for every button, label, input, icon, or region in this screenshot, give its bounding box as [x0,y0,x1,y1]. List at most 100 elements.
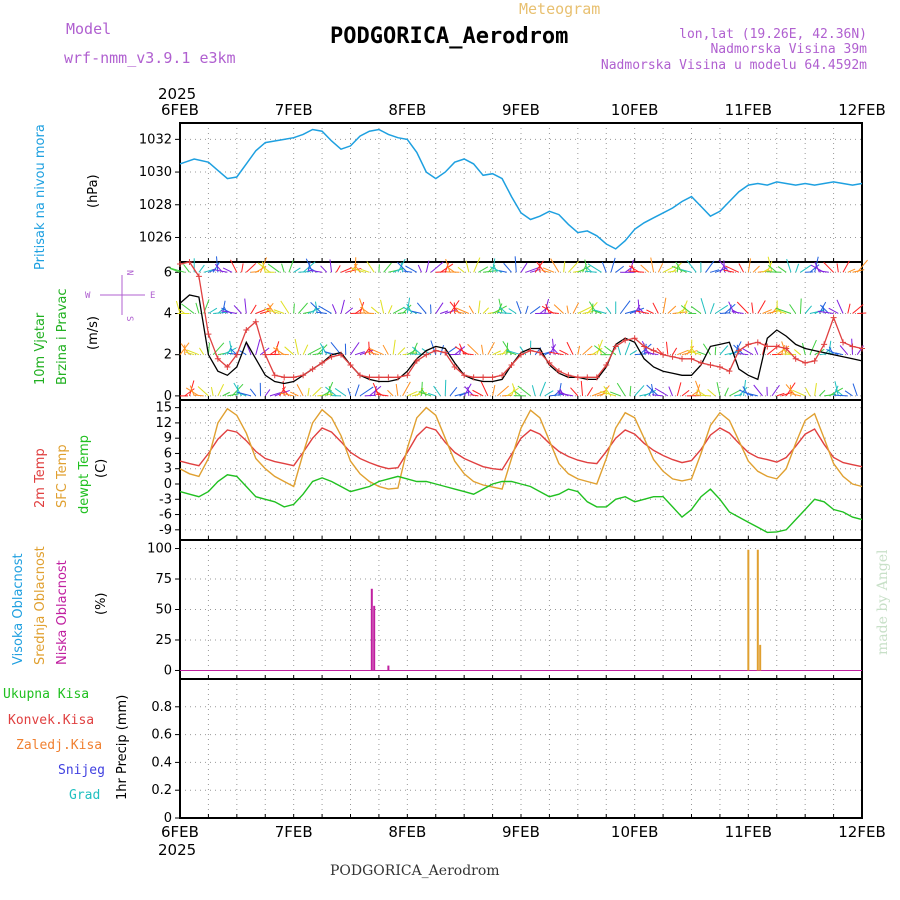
wind-arrow [354,384,360,397]
wind-arrow [501,348,508,356]
gust-marker [347,361,354,368]
wind-arrow [210,386,214,396]
wind-arrow [444,346,457,356]
wind-arrow [425,260,430,273]
wind-arrow [572,302,579,314]
wind-arrow [406,297,411,314]
wind-arrow [329,259,333,273]
wind-arrow [680,305,692,314]
wind-arrow [668,386,674,397]
top-date-label: 7FEB [275,101,313,119]
wind-arrow [170,267,185,273]
wind-arrow [809,339,817,355]
wind-arrow [478,266,489,273]
wind-arrow [406,303,413,314]
wind-arrow [184,388,195,397]
wind-arrow [487,342,495,355]
bottom-date-label: 7FEB [275,823,313,841]
wind-arrow [710,269,720,273]
pressure-label: Pritisak na nivou mora [33,124,48,270]
wind-arrow [676,382,682,397]
wind-arrow [687,350,702,356]
gust-marker [716,364,723,371]
wind-arrow [844,390,853,397]
meteogram-label: Meteogram [519,0,600,18]
wind-arrow [835,352,844,356]
wind-arrow [587,263,602,273]
wind-arrow [440,345,445,355]
wind-arrow [776,306,782,314]
wind-arrow [833,394,848,397]
wind-arrow [430,261,444,273]
gust-marker [754,339,761,346]
wind-arrow [625,309,636,314]
gust-marker [565,372,572,379]
wind-arrow [790,393,801,397]
gust-marker [783,345,790,352]
wind-arrow [241,263,244,273]
wind-arrow [212,268,228,273]
compass-east: E [150,291,155,301]
wind-gust-marker [179,261,863,378]
wind-arrow [520,262,528,273]
wind-arrow [459,343,465,355]
wind-arrow [464,386,474,397]
wind-arrow [317,393,334,397]
wind-arrow [582,345,593,356]
wind-arrow [695,380,702,397]
wind-arrow [293,267,301,273]
wind-arrow [550,258,560,273]
wind-arrow [644,351,659,356]
wind-arrow [222,391,230,397]
wind-arrow [397,262,408,273]
wind-arrow [273,309,285,314]
wind-arrow [584,270,597,273]
wind-arrow [836,263,839,273]
wind-arrow [681,350,698,356]
wind-arrow [695,384,701,397]
wind-arrow [786,258,792,273]
wind-arrow [757,300,766,314]
top-date-label: 6FEB [161,101,199,119]
wind-arrow-row [175,297,867,314]
gust-marker [508,361,515,368]
wind-arrow [548,351,564,356]
wind-arrow [320,265,328,273]
wind-arrow [178,308,186,314]
wind-arrow [382,344,389,355]
wind-arrow [696,389,706,397]
wind-arrow [600,390,616,397]
gust-marker [404,372,411,379]
gust-marker [688,355,695,362]
wind-arrow [809,264,820,273]
wind-arrow [359,298,366,314]
wind-arrow [753,384,763,397]
precip-unit: 1hr Precip (mm) [115,695,130,800]
wind-arrow [397,311,406,314]
wind-arrow [671,265,687,273]
wind-arrow [366,261,375,273]
wind-arrow [220,310,237,314]
temp-dewpt-Temp [179,474,863,534]
wind-arrow [610,391,621,397]
wind-arrow [236,384,239,396]
ytick-label: 6 [164,446,172,461]
gust-marker [679,355,686,362]
dewpt-label: dewpt Temp [77,435,92,514]
ytick-label: 0.8 [151,700,172,715]
wind-arrow [496,303,503,314]
wind-arrow [208,307,218,314]
wind-arrow [414,346,418,355]
wind-arrow [318,305,332,314]
wind-arrow [534,260,544,273]
wind-arrow [580,380,584,396]
wind-arrow [482,307,490,314]
wind-arrow [319,343,328,355]
wind-arrow [741,347,754,356]
wind-arrow [640,264,650,273]
wind-arrow [505,350,517,356]
mid-cloud-label: Srednja Oblacnost [33,546,48,665]
wind-arrow [743,379,747,396]
wind-arrow [345,267,362,273]
